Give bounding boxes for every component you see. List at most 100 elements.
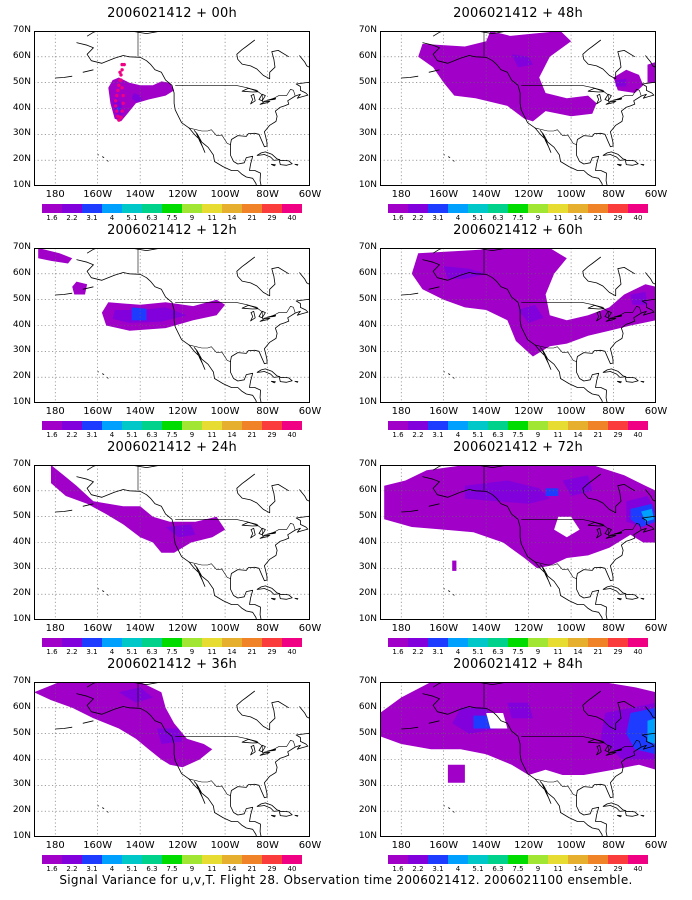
colorbar-level-label: 7.5 bbox=[166, 214, 178, 222]
variance-contour-peak bbox=[641, 508, 654, 522]
observation-point bbox=[116, 88, 120, 93]
panel-title: 2006021412 + 00h bbox=[107, 6, 237, 21]
colorbar-swatch bbox=[262, 421, 283, 430]
lon-tick-label: 160W bbox=[429, 623, 459, 634]
lon-tick-label: 140W bbox=[471, 840, 501, 851]
colorbar-swatch bbox=[428, 855, 449, 864]
colorbar-level-label: 9 bbox=[535, 865, 541, 873]
colorbar-level-label: 6.3 bbox=[146, 865, 158, 873]
colorbar-level-label: 11 bbox=[553, 431, 563, 439]
observation-point bbox=[119, 73, 123, 77]
colorbar-level-label: 21 bbox=[593, 865, 603, 873]
coastlines bbox=[401, 248, 656, 403]
colorbar-level-label: 40 bbox=[287, 648, 297, 656]
lon-tick-label: 80W bbox=[256, 189, 279, 200]
colorbar-level-label: 2.2 bbox=[66, 214, 78, 222]
colorbar-level-label: 2.2 bbox=[412, 648, 424, 656]
coastlines bbox=[55, 682, 310, 837]
lon-tick-label: 160W bbox=[83, 406, 113, 417]
colorbar-swatch bbox=[448, 421, 469, 430]
colorbar-level-label: 29 bbox=[613, 648, 623, 656]
map-frame bbox=[380, 248, 656, 403]
lon-tick-label: 80W bbox=[602, 406, 625, 417]
lat-tick-label: 50N bbox=[358, 727, 377, 738]
colorbar-level-label: 5.1 bbox=[472, 214, 484, 222]
colorbar-level-label: 1.6 bbox=[392, 648, 404, 656]
lon-tick-label: 60W bbox=[644, 406, 668, 417]
colorbar-swatch bbox=[142, 638, 163, 647]
panel-title: 2006021412 + 12h bbox=[107, 223, 237, 238]
colorbar-swatch bbox=[202, 204, 223, 213]
observation-point bbox=[115, 93, 119, 98]
colorbar-level-label: 3.1 bbox=[432, 431, 444, 439]
colorbar-swatch bbox=[42, 855, 63, 864]
lat-tick-label: 10N bbox=[12, 831, 31, 841]
colorbar-level-label: 14 bbox=[227, 214, 237, 222]
colorbar-swatch bbox=[408, 855, 429, 864]
colorbar-level-label: 7.5 bbox=[166, 431, 178, 439]
lat-tick-label: 60N bbox=[358, 50, 377, 61]
observation-point bbox=[117, 83, 121, 87]
lon-tick-label: 180 bbox=[45, 189, 65, 200]
lon-tick-label: 100W bbox=[210, 623, 240, 634]
colorbar-level-label: 1.6 bbox=[392, 865, 404, 873]
colorbar-level-label: 21 bbox=[593, 431, 603, 439]
colorbar-swatch bbox=[608, 855, 629, 864]
colorbar-level-label: 21 bbox=[593, 648, 603, 656]
colorbar-swatch bbox=[568, 638, 589, 647]
colorbar-swatch bbox=[262, 204, 283, 213]
colorbar-level-label: 2.2 bbox=[412, 431, 424, 439]
lon-tick-label: 140W bbox=[471, 406, 501, 417]
variance-contour-high bbox=[473, 715, 493, 729]
map-panel bbox=[380, 31, 656, 186]
lon-tick-label: 120W bbox=[168, 406, 198, 417]
colorbar-swatch bbox=[162, 204, 183, 213]
colorbar-level-label: 4 bbox=[109, 648, 115, 656]
colorbar-level-label: 9 bbox=[535, 648, 541, 656]
lon-tick-label: 80W bbox=[602, 623, 625, 634]
observation-point bbox=[118, 70, 122, 74]
colorbar-level-label: 40 bbox=[287, 431, 297, 439]
colorbar-level-label: 1.6 bbox=[46, 865, 58, 873]
lon-tick-label: 160W bbox=[429, 406, 459, 417]
map-panel bbox=[34, 465, 310, 620]
variance-contour-low bbox=[34, 682, 213, 768]
variance-contour-low bbox=[486, 31, 533, 47]
colorbar-swatch bbox=[448, 638, 469, 647]
lon-tick-label: 60W bbox=[644, 623, 668, 634]
variance-contour-peak bbox=[647, 718, 656, 744]
colorbar-swatch bbox=[628, 855, 648, 864]
colorbar-level-label: 21 bbox=[593, 214, 603, 222]
variance-contour-low bbox=[418, 31, 597, 122]
colorbar-swatch bbox=[122, 855, 143, 864]
colorbar-level-label: 11 bbox=[207, 214, 217, 222]
lat-tick-label: 10N bbox=[358, 614, 377, 624]
colorbar-swatch bbox=[588, 204, 609, 213]
variance-contour-mid bbox=[112, 307, 187, 323]
lon-tick-label: 80W bbox=[602, 840, 625, 851]
variance-contour-mid bbox=[518, 304, 544, 323]
map-frame bbox=[380, 31, 656, 186]
colorbar-level-label: 29 bbox=[267, 648, 277, 656]
colorbar-swatch bbox=[102, 638, 123, 647]
colorbar-level-label: 40 bbox=[287, 214, 297, 222]
colorbar-level-label: 7.5 bbox=[512, 431, 524, 439]
colorbar-swatch bbox=[568, 855, 589, 864]
political-boundaries bbox=[483, 466, 642, 580]
variance-contour-mid bbox=[157, 728, 183, 744]
colorbar-level-label: 2.2 bbox=[66, 865, 78, 873]
colorbar bbox=[42, 421, 302, 430]
colorbar-swatch bbox=[608, 638, 629, 647]
lat-tick-label: 30N bbox=[358, 779, 377, 790]
colorbar-level-label: 29 bbox=[613, 214, 623, 222]
colorbar bbox=[388, 421, 648, 430]
colorbar-swatch bbox=[162, 638, 183, 647]
colorbar-swatch bbox=[42, 638, 63, 647]
lat-tick-label: 70N bbox=[12, 25, 31, 35]
colorbar-level-label: 9 bbox=[535, 431, 541, 439]
lat-tick-label: 20N bbox=[358, 588, 377, 599]
lat-tick-label: 30N bbox=[358, 562, 377, 573]
lat-tick-label: 20N bbox=[12, 154, 31, 165]
colorbar-level-label: 6.3 bbox=[146, 648, 158, 656]
